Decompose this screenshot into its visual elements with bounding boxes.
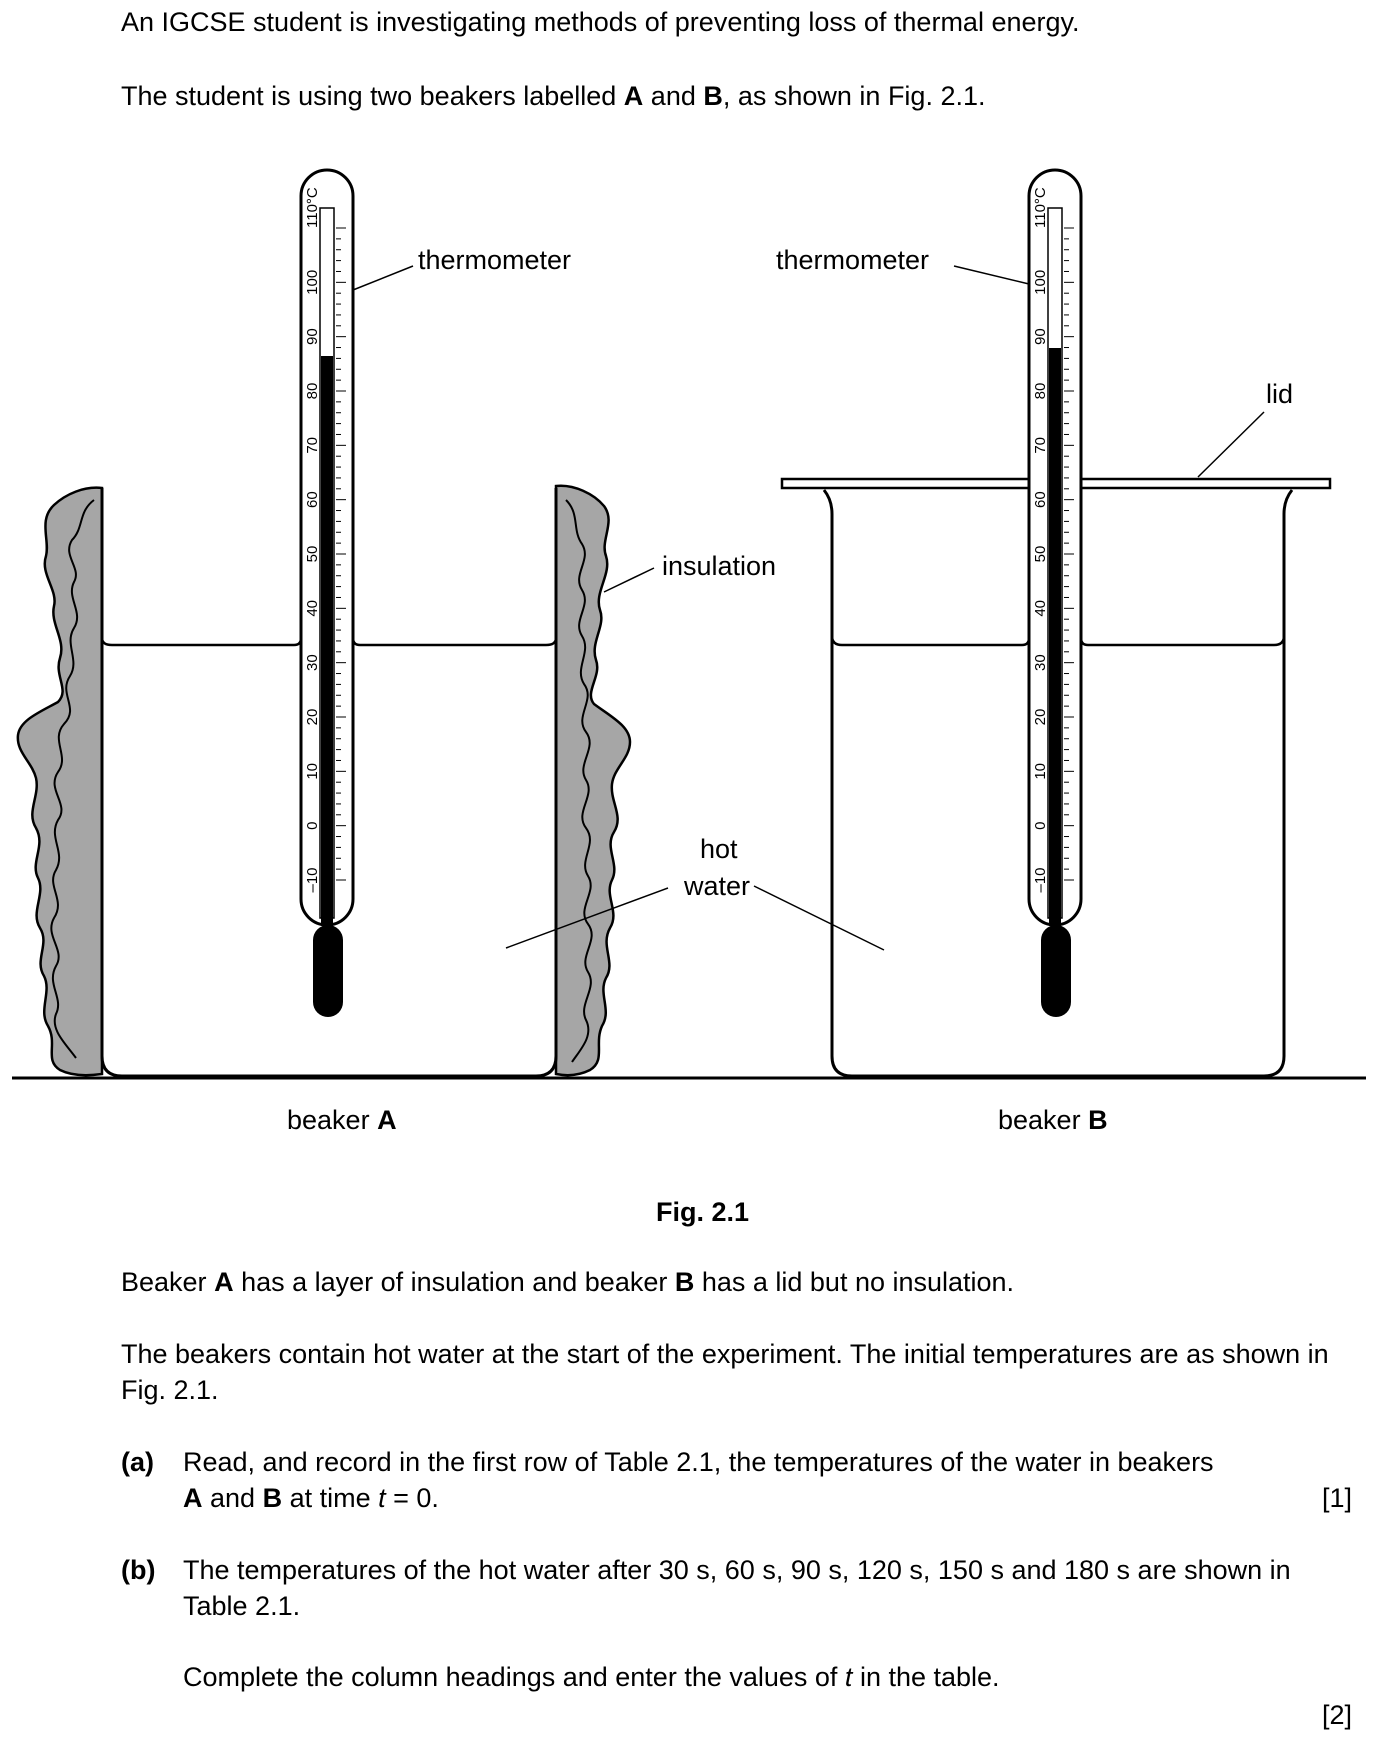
scale-label: 70	[304, 437, 321, 454]
insulation-right	[554, 484, 632, 1077]
scale-label: 50	[1032, 546, 1049, 563]
question-a-marks: [1]	[1321, 1483, 1352, 1513]
p1-text: has a lid but no insulation.	[694, 1267, 1015, 1297]
qb-text: Complete the column headings and enter t…	[183, 1662, 845, 1692]
scale-label: 90	[304, 328, 321, 345]
beaker-b-ref: B	[703, 81, 723, 111]
hot-label: hot	[700, 834, 738, 864]
paragraph-2: The beakers contain hot water at the sta…	[121, 1339, 1329, 1405]
beaker-b-letter: B	[1088, 1105, 1108, 1135]
beaker-a-ref: A	[623, 81, 644, 111]
beaker-a-word: beaker	[287, 1105, 377, 1135]
scale-label: 40	[1032, 600, 1049, 617]
scale-label: 30	[1032, 654, 1049, 671]
leader-thermometer-b	[953, 265, 1030, 285]
p1-text: has a layer of insulation and beaker	[233, 1267, 675, 1297]
scale-label: 110°C	[304, 187, 321, 228]
qa-text: at time	[282, 1483, 379, 1513]
beaker-b-word: beaker	[998, 1105, 1088, 1135]
scale-label: 100	[1032, 270, 1049, 295]
scale-label: 80	[1032, 383, 1049, 400]
p1-text: Beaker	[121, 1267, 215, 1297]
insulation-left	[16, 486, 104, 1077]
leader-hot-water-b	[753, 885, 885, 951]
beaker-b-ref: B	[674, 1267, 695, 1297]
beaker-a-ref: A	[214, 1267, 234, 1297]
scale-label: 90	[1032, 328, 1049, 345]
question-b-marks: [2]	[1321, 1700, 1352, 1730]
leader-hot-water-a	[505, 887, 669, 949]
question-b-instruction: Complete the column headings and enter t…	[183, 1659, 1000, 1695]
scale-label: 60	[1032, 491, 1049, 508]
qb-text: in the table.	[852, 1662, 1000, 1692]
scale-label: 100	[304, 270, 321, 295]
scale-label: 10	[304, 763, 321, 780]
beaker-a-body	[100, 488, 558, 1078]
intro-line-2: The student is using two beakers labelle…	[121, 78, 986, 114]
time-symbol: t	[378, 1483, 386, 1513]
intro-text: The student is using two beakers labelle…	[121, 81, 624, 111]
beaker-b-body	[822, 489, 1294, 1078]
scale-label: –10	[304, 867, 321, 892]
leader-insulation	[603, 567, 655, 593]
question-a-label: (a)	[121, 1447, 154, 1477]
thermometer-a-label: thermometer	[418, 245, 571, 275]
qa-text: and	[202, 1483, 263, 1513]
question-b-label: (b)	[121, 1555, 156, 1585]
time-symbol: t	[844, 1662, 853, 1692]
paragraph-1: Beaker A has a layer of insulation and b…	[121, 1264, 1014, 1300]
scale-label: 20	[304, 709, 321, 726]
intro-text: , as shown in Fig. 2.1.	[722, 81, 986, 111]
beaker-a-label: beaker A	[287, 1105, 397, 1135]
scale-label: 70	[1032, 437, 1049, 454]
scale-label: 0	[304, 821, 321, 829]
beaker-b-ref: B	[262, 1483, 283, 1513]
insulation-label: insulation	[662, 551, 776, 581]
scale-label: 0	[1032, 821, 1049, 829]
scale-label: –10	[1032, 867, 1049, 892]
leader-thermometer-a	[352, 265, 414, 291]
scale-label: 80	[304, 383, 321, 400]
lid-label: lid	[1266, 379, 1293, 409]
beaker-a-letter: A	[377, 1105, 397, 1135]
thermometer-b-label: thermometer	[776, 245, 929, 275]
scale-label: 20	[1032, 709, 1049, 726]
scale-label: 30	[304, 654, 321, 671]
scale-label: 60	[304, 491, 321, 508]
beaker-a-ref: A	[183, 1483, 203, 1513]
question-b-text: The temperatures of the hot water after …	[183, 1555, 1291, 1621]
scale-label: 50	[304, 546, 321, 563]
question-a-line-2: A and B at time t = 0.	[183, 1480, 439, 1516]
scale-label: 10	[1032, 763, 1049, 780]
scale-label: 40	[304, 600, 321, 617]
thermometer-a	[299, 168, 355, 1017]
beaker-b-label: beaker B	[998, 1105, 1108, 1135]
scale-label: 110°C	[1032, 187, 1049, 228]
intro-text: and	[643, 81, 704, 111]
qa-text: = 0.	[385, 1483, 439, 1513]
water-label: water	[683, 871, 750, 901]
question-a-line-1: Read, and record in the first row of Tab…	[183, 1447, 1214, 1477]
intro-line-1: An IGCSE student is investigating method…	[121, 7, 1080, 37]
insulation-left-fold	[50, 499, 95, 1059]
leader-lid	[1197, 411, 1265, 478]
insulation-right-fold	[565, 499, 593, 1063]
figure-caption: Fig. 2.1	[656, 1197, 749, 1227]
